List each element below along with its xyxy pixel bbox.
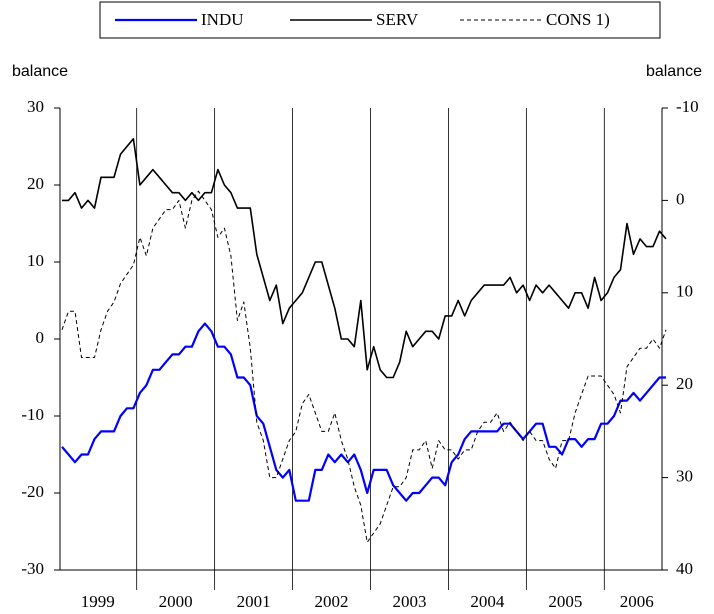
- y-tick-label: -20: [21, 482, 44, 501]
- series-line: [62, 138, 667, 379]
- y2-tick-label: 40: [676, 559, 693, 578]
- y2-axis-label: balance: [646, 63, 702, 80]
- y2-tick-label: 20: [676, 374, 693, 393]
- y-tick-label: 0: [36, 328, 45, 347]
- x-tick-label: 2002: [315, 592, 349, 611]
- x-tick-label: 2005: [548, 592, 582, 611]
- x-tick-label: 1999: [81, 592, 115, 611]
- x-tick-label: 2006: [620, 592, 654, 611]
- y2-tick-label: 10: [676, 282, 693, 301]
- y-axis-label: balance: [12, 63, 68, 80]
- y-tick-label: 20: [27, 174, 44, 193]
- legend-label: INDU: [201, 10, 244, 29]
- x-tick-label: 2001: [237, 592, 271, 611]
- x-tick-label: 2003: [392, 592, 426, 611]
- series-line: [61, 190, 667, 543]
- y2-tick-label: 30: [676, 467, 693, 486]
- legend-label: CONS 1): [546, 10, 610, 29]
- y-tick-label: -30: [21, 559, 44, 578]
- x-tick-label: 2004: [470, 592, 505, 611]
- y-tick-label: 30: [27, 97, 44, 116]
- series-line: [61, 322, 666, 502]
- x-tick-label: 2000: [159, 592, 193, 611]
- y-tick-label: 10: [27, 251, 44, 270]
- y2-tick-label: 0: [676, 189, 685, 208]
- y2-tick-label: -10: [676, 97, 699, 116]
- legend-label: SERV: [376, 10, 419, 29]
- y-tick-label: -10: [21, 405, 44, 424]
